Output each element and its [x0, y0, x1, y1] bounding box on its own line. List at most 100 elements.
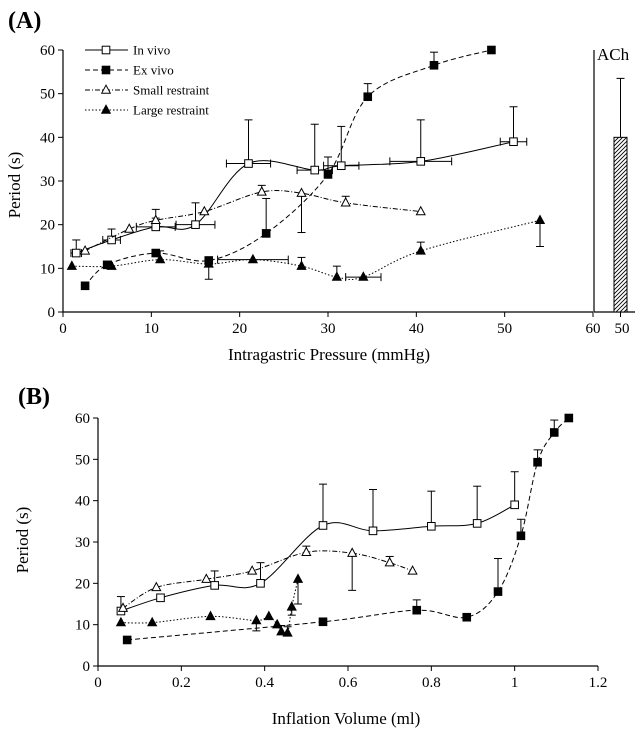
panel-a-filled-triangle-line [71, 219, 541, 280]
panel-b-filled-triangle-point [282, 627, 293, 637]
legend-label-open-triangle: Small restraint [133, 83, 210, 98]
panel-b-y-tick-label: 0 [83, 659, 91, 675]
panel-a-open-triangle-point [124, 223, 135, 233]
panel-a-open-triangle-point [415, 205, 426, 216]
panel-a-open-triangle-point [199, 205, 210, 216]
legend-label-filled-square: Ex vivo [133, 63, 174, 78]
panel-a-open-square-point [151, 222, 161, 232]
panel-b-open-square-point [156, 593, 165, 603]
panel-b-open-square-point [318, 521, 328, 530]
panel-b-x-tick-label: 0.6 [339, 675, 358, 691]
panel-b-label: (B) [18, 384, 50, 410]
panel-b-y-tick-label: 40 [75, 494, 90, 510]
panel-b-open-triangle-point [301, 546, 312, 557]
panel-a-y-tick-label: 30 [40, 174, 55, 190]
panel-b-x-tick-label: 0 [94, 675, 102, 691]
panel-b-filled-square-point [122, 635, 132, 645]
panel-a-y-tick-label: 0 [48, 305, 56, 321]
panel-a-open-square-point [191, 220, 200, 229]
panel-a-filled-triangle-point [155, 253, 166, 264]
panel-a-filled-square-point [363, 92, 373, 102]
panel-a-y-tick-label: 50 [40, 87, 55, 103]
panel-b-y-tick-label: 50 [75, 452, 90, 468]
panel-b-filled-square-point [462, 612, 472, 622]
panel-a-ylabel: Period (s) [5, 152, 24, 219]
panel-b-open-triangle-point [151, 581, 162, 592]
panel-a-open-triangle-point [340, 196, 351, 207]
panel-b-filled-square-point [516, 531, 526, 541]
panel-b-open-square-point [210, 581, 219, 590]
panel-b-filled-square-point [564, 413, 574, 423]
panel-b-y-tick-label: 20 [75, 576, 90, 592]
panel-b-filled-square-point [412, 605, 422, 615]
panel-b-x-tick-label: 1 [511, 675, 519, 691]
panel-b-filled-triangle-point [251, 614, 262, 625]
panel-b-filled-square-point [493, 587, 503, 596]
panel-b-y-tick-label: 10 [75, 618, 90, 634]
panel-a-x-tick-label: 30 [321, 321, 336, 337]
panel-b-filled-square-point [549, 428, 559, 437]
panel-a-open-square-point [416, 157, 426, 166]
panel-a-xlabel: Intragastric Pressure (mmHg) [228, 345, 430, 364]
panel-a-filled-triangle-point [66, 260, 77, 270]
panel-a-open-square-point [71, 248, 81, 258]
panel-a-x-tick-label: 50 [497, 321, 512, 337]
panel-b-open-square-point [472, 519, 482, 528]
panel-a-y-tick-label: 40 [40, 130, 55, 146]
panel-b-open-triangle-point [384, 556, 395, 567]
panel-b-open-triangle-point [247, 565, 258, 575]
panel-b-open-square-line [120, 504, 515, 612]
panel-a-open-square-point [244, 159, 253, 168]
ach-label: ACh [597, 45, 630, 64]
panel-a-y-tick-label: 20 [40, 218, 55, 234]
panel-b-x-tick-label: 0.2 [172, 675, 191, 691]
panel-b-x-tick-label: 0.4 [255, 675, 274, 691]
panel-a-open-triangle-point [79, 245, 91, 255]
panel-a-open-square-line [76, 141, 514, 254]
panel-a-y-tick-label: 60 [40, 43, 55, 59]
panel-b-x-tick-label: 0.8 [422, 675, 441, 691]
panel-b-open-triangle-point [407, 565, 418, 575]
legend-label-open-square: In vivo [133, 43, 170, 58]
panel-b-filled-square-line [127, 417, 570, 641]
ach-bar [613, 136, 628, 313]
panel-a-filled-triangle-point [415, 245, 426, 255]
panel-b-xlabel: Inflation Volume (ml) [272, 709, 421, 728]
legend-marker-filled-triangle [100, 104, 112, 114]
panel-a-filled-triangle-point [534, 214, 546, 224]
panel-b-filled-triangle-point [263, 610, 274, 621]
panel-b-y-tick-label: 30 [75, 535, 90, 551]
panel-a-open-triangle-point [256, 186, 267, 196]
panel-b-filled-triangle-point [115, 616, 127, 627]
panel-b-filled-triangle-point [205, 610, 216, 621]
panel-a-open-square-point [336, 161, 346, 171]
panel-a-label: (A) [8, 8, 41, 34]
panel-a-filled-square-point [429, 60, 439, 70]
panel-b-ylabel: Period (s) [13, 507, 32, 574]
panel-b-filled-triangle-point [276, 625, 287, 636]
panel-a-filled-triangle-point [203, 258, 214, 268]
panel-a-open-square-point [509, 137, 518, 146]
panel-b-filled-square-point [318, 617, 328, 627]
panel-b-filled-triangle-point [272, 618, 283, 629]
panel-a-filled-square-point [80, 281, 90, 291]
panel-a-open-triangle-point [150, 214, 161, 224]
panel-b-open-square-point [510, 500, 519, 510]
legend-marker-open-square [101, 45, 111, 55]
panel-a-y-tick-label: 10 [40, 261, 55, 277]
panel-a-filled-square-point [261, 229, 271, 238]
panel-a-filled-square-point [487, 45, 496, 55]
ach-tick-label: 50 [615, 321, 630, 337]
panel-b-open-triangle-point [347, 547, 358, 557]
panel-b-filled-triangle-point [292, 573, 304, 583]
legend-marker-filled-square [101, 65, 111, 75]
panel-b-open-triangle-point [117, 602, 129, 612]
panel-b-open-square-point [427, 521, 436, 531]
panel-a-x-tick-label: 20 [232, 321, 247, 337]
panel-a-x-tick-label: 60 [586, 321, 601, 337]
panel-b-open-square-point [368, 526, 378, 536]
panel-b-open-triangle-line [122, 550, 413, 609]
panel-a-open-triangle-point [296, 187, 307, 197]
panel-b-filled-square-point [533, 457, 542, 467]
